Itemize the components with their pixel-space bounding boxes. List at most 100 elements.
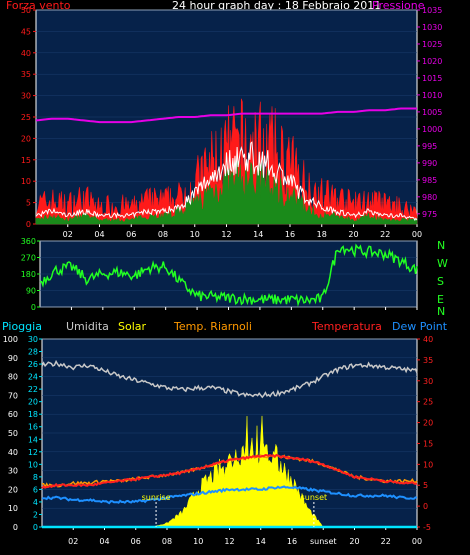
right-tick-label-2: 985	[422, 176, 437, 185]
right-tick-label-6: 1005	[422, 108, 442, 117]
direction-tick-label-2: 180	[21, 270, 36, 279]
bottom-x-tick-label-4: 10	[193, 537, 203, 546]
humidity-tick-label-12: 24	[28, 373, 38, 382]
humidity-tick-label-14: 28	[28, 348, 38, 357]
humidity-tick-label-13: 26	[28, 360, 38, 369]
series-humidity	[41, 359, 418, 399]
rain-tick-label-0: 0	[13, 523, 18, 532]
chart-title: 24 hour graph day : 18 Febbraio 2011	[172, 0, 382, 12]
x-tick-label-8: 18	[317, 230, 327, 239]
x-tick-label-9: 20	[348, 230, 358, 239]
bottom-x-tick-label-6: 14	[256, 537, 266, 546]
left-tick-label-9: 45	[21, 27, 31, 36]
bottom-x-tick-label-8: sunset	[310, 537, 337, 546]
rain-tick-label-8: 80	[8, 373, 18, 382]
wind-pressure-chart: 0510152025303540455097598098599099510001…	[21, 6, 443, 239]
left-tick-label-5: 25	[21, 113, 31, 122]
left-tick-label-8: 40	[21, 49, 31, 58]
left-tick-label-0: 0	[26, 220, 31, 229]
temp-tick-label-1: 0	[423, 502, 428, 511]
compass-n-bottom: N	[437, 305, 446, 318]
humidity-tick-label-11: 22	[28, 385, 38, 394]
temp-tick-label-5: 20	[423, 419, 433, 428]
left-tick-label-10: 50	[21, 6, 31, 15]
direction-tick-label-3: 270	[21, 254, 36, 263]
humidity-tick-label-7: 14	[28, 435, 38, 444]
humidity-tick-label-0: 0	[33, 523, 38, 532]
legend-pioggia: Pioggia	[2, 320, 42, 333]
bottom-x-tick-label-9: 20	[349, 537, 359, 546]
bottom-x-tick-label-5: 12	[224, 537, 234, 546]
left-tick-label-1: 5	[26, 199, 31, 208]
series-pressure	[35, 107, 417, 124]
right-tick-label-3: 990	[422, 159, 437, 168]
x-tick-label-2: 06	[126, 230, 136, 239]
annotation-label-0: sunrise	[142, 493, 171, 502]
pressure-axis-title: Pressione	[372, 0, 425, 12]
right-tick-label-5: 1000	[422, 125, 442, 134]
right-tick-label-1: 980	[422, 193, 437, 202]
series-dew-point	[41, 485, 418, 505]
left-tick-label-6: 30	[21, 92, 31, 101]
humidity-tick-label-8: 16	[28, 423, 38, 432]
x-tick-label-3: 08	[158, 230, 168, 239]
compass-n-top: N	[437, 239, 446, 252]
bottom-x-tick-label-3: 08	[162, 537, 172, 546]
right-tick-label-7: 1010	[422, 91, 442, 100]
left-tick-label-2: 10	[21, 177, 31, 186]
right-tick-label-4: 995	[422, 142, 437, 151]
series-gust	[35, 141, 418, 222]
compass-s: S	[437, 275, 444, 288]
humidity-tick-label-2: 4	[33, 498, 38, 507]
series-temperatura	[41, 453, 418, 489]
bottom-x-tick-label-1: 04	[99, 537, 109, 546]
wind-direction-chart: 0 90 180 270 360	[21, 237, 418, 312]
x-tick-label-11: 00	[412, 230, 422, 239]
humidity-tick-label-3: 6	[33, 485, 38, 494]
right-tick-label-10: 1025	[422, 40, 442, 49]
temp-tick-label-2: 5	[423, 481, 428, 490]
rain-tick-label-1: 10	[8, 504, 18, 513]
right-tick-label-8: 1015	[422, 74, 442, 83]
temp-tick-label-4: 15	[423, 439, 433, 448]
rain-tick-label-6: 60	[8, 410, 18, 419]
left-tick-label-4: 20	[21, 134, 31, 143]
temp-tick-label-7: 30	[423, 377, 433, 386]
humidity-tick-label-15: 30	[28, 335, 38, 344]
right-tick-label-9: 1020	[422, 57, 442, 66]
x-tick-label-4: 10	[190, 230, 200, 239]
humidity-tick-label-1: 2	[33, 510, 38, 519]
rain-tick-label-9: 90	[8, 354, 18, 363]
direction-tick-label-0: 0	[31, 303, 36, 312]
x-tick-label-0: 02	[63, 230, 73, 239]
rain-tick-label-7: 70	[8, 391, 18, 400]
humidity-tick-label-5: 10	[28, 460, 38, 469]
bottom-x-tick-label-2: 06	[131, 537, 141, 546]
direction-tick-label-4: 360	[21, 237, 36, 246]
annotation-label-1: sunset	[301, 493, 328, 502]
temp-tick-label-0: -5	[423, 523, 431, 532]
right-tick-label-12: 1035	[422, 6, 442, 15]
left-tick-label-3: 15	[21, 156, 31, 165]
legend-temperatura: Temperatura	[312, 320, 382, 333]
compass-w: W	[437, 257, 448, 270]
temp-tick-label-3: 10	[423, 460, 433, 469]
x-tick-label-1: 04	[94, 230, 104, 239]
temp-tick-label-6: 25	[423, 398, 433, 407]
temp-tick-label-8: 35	[423, 356, 433, 365]
bottom-x-tick-label-10: 22	[381, 537, 391, 546]
right-tick-label-11: 1030	[422, 23, 442, 32]
rain-tick-label-5: 50	[8, 429, 18, 438]
rain-tick-label-2: 20	[8, 485, 18, 494]
x-tick-label-5: 12	[221, 230, 231, 239]
series-avg-wind	[35, 160, 418, 225]
left-tick-label-7: 35	[21, 70, 31, 79]
humidity-tick-label-6: 12	[28, 448, 38, 457]
humidity-tick-label-4: 8	[33, 473, 38, 482]
bottom-x-tick-label-7: 16	[287, 537, 297, 546]
legend-solar: Solar	[118, 320, 147, 333]
bottom-x-tick-label-0: 02	[68, 537, 78, 546]
compass-e: E	[437, 293, 444, 306]
